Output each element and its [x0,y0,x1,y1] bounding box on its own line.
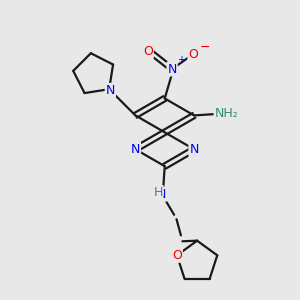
Text: N: N [167,62,177,76]
Text: N: N [189,143,199,156]
Text: NH₂: NH₂ [214,107,238,120]
Text: +: + [177,55,185,64]
Text: H: H [154,186,163,199]
Text: O: O [188,48,198,61]
Text: O: O [172,249,182,262]
Text: N: N [131,143,140,156]
Text: N: N [157,188,167,201]
Text: O: O [143,45,153,58]
Text: −: − [200,41,210,54]
Text: N: N [106,84,115,97]
